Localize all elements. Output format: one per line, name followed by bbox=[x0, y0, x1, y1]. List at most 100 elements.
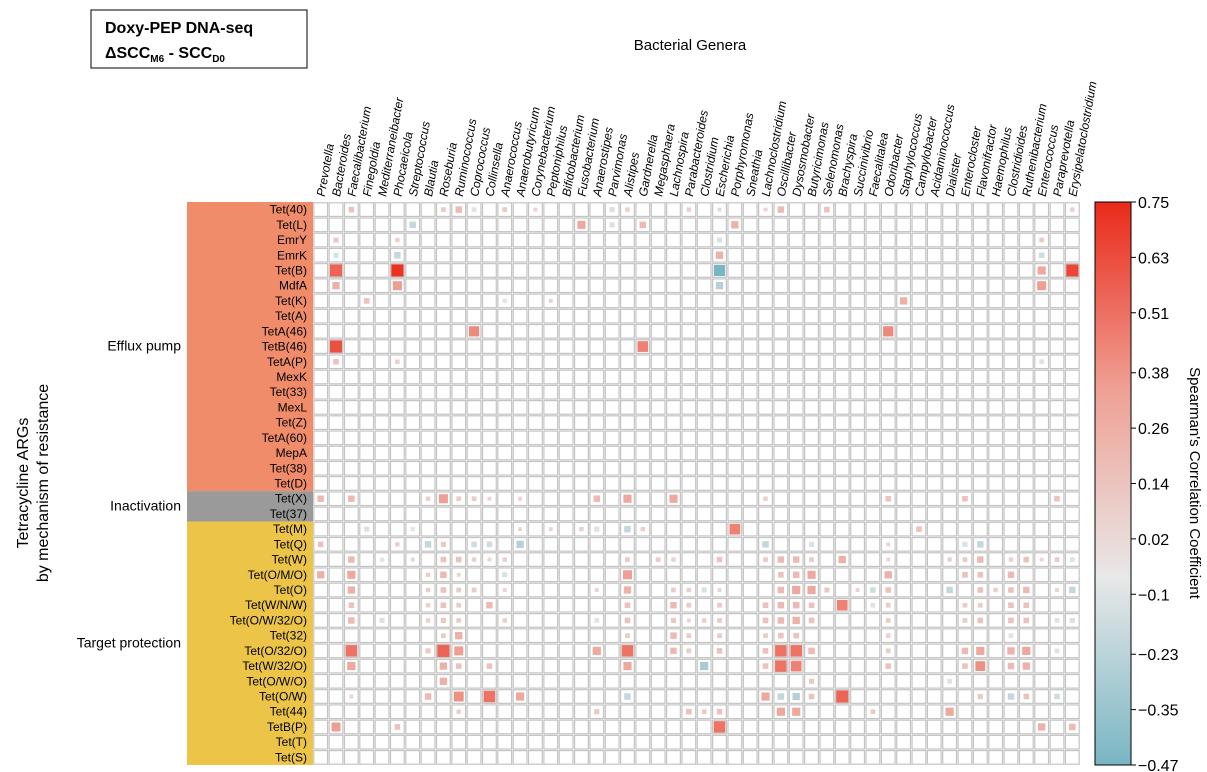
cell bbox=[313, 597, 329, 613]
cell bbox=[313, 613, 329, 628]
heat-square bbox=[885, 663, 892, 669]
heat-square bbox=[502, 572, 508, 578]
cell bbox=[619, 369, 635, 385]
heat-square bbox=[455, 206, 462, 213]
cell bbox=[850, 734, 866, 750]
cell bbox=[466, 339, 482, 354]
cell bbox=[343, 323, 359, 339]
heat-square bbox=[1054, 618, 1060, 623]
cell bbox=[374, 278, 390, 294]
cell bbox=[742, 247, 758, 263]
heat-square bbox=[456, 618, 462, 623]
group-band bbox=[187, 202, 313, 492]
cell bbox=[451, 247, 467, 263]
heat-square bbox=[440, 602, 447, 609]
heat-square bbox=[425, 572, 431, 578]
cell bbox=[619, 734, 635, 750]
cell bbox=[573, 597, 589, 613]
cell bbox=[650, 491, 666, 507]
cell bbox=[666, 369, 681, 385]
cell bbox=[1018, 567, 1034, 583]
cell bbox=[635, 202, 651, 218]
cell bbox=[451, 460, 467, 476]
cell bbox=[942, 369, 958, 385]
heat-square bbox=[916, 526, 922, 532]
cell bbox=[527, 689, 543, 704]
cell bbox=[466, 293, 482, 309]
cell bbox=[727, 597, 743, 613]
cell bbox=[374, 476, 390, 491]
cell bbox=[850, 704, 866, 720]
cell bbox=[558, 552, 574, 567]
cell bbox=[435, 719, 451, 735]
cell bbox=[988, 445, 1004, 461]
heat-square bbox=[594, 709, 600, 715]
cell bbox=[758, 323, 773, 339]
cell bbox=[957, 308, 973, 324]
cell bbox=[727, 689, 743, 704]
cell bbox=[1049, 628, 1065, 644]
cell bbox=[635, 552, 651, 567]
cell bbox=[942, 278, 958, 294]
cell bbox=[558, 491, 574, 507]
cell bbox=[666, 247, 681, 263]
cell bbox=[343, 400, 359, 415]
cell bbox=[696, 217, 712, 233]
cell bbox=[359, 369, 375, 385]
heat-square bbox=[962, 557, 968, 562]
row-label: Tet(W/32/O) bbox=[242, 659, 307, 673]
cell bbox=[788, 278, 804, 294]
cell bbox=[604, 476, 620, 491]
heat-square bbox=[425, 648, 431, 654]
cell bbox=[819, 430, 835, 446]
cell bbox=[359, 308, 375, 324]
row-label: Tet(O/W) bbox=[259, 690, 307, 704]
cell bbox=[589, 369, 605, 385]
cell bbox=[865, 719, 881, 735]
cell bbox=[926, 278, 942, 294]
cell bbox=[1003, 430, 1019, 446]
cell bbox=[727, 430, 743, 446]
heat-square bbox=[790, 645, 803, 657]
heat-square bbox=[363, 298, 370, 304]
cell bbox=[742, 323, 758, 339]
cell bbox=[819, 658, 835, 674]
heat-square bbox=[394, 724, 401, 730]
cell bbox=[635, 400, 651, 415]
cell bbox=[896, 476, 912, 491]
cell bbox=[527, 445, 543, 461]
cell bbox=[666, 506, 681, 522]
cell bbox=[604, 734, 620, 750]
row-label: Tet(A) bbox=[275, 309, 307, 323]
cell bbox=[850, 293, 866, 309]
colorbar bbox=[1094, 201, 1132, 766]
cell bbox=[343, 263, 359, 278]
cell bbox=[497, 749, 513, 765]
cell bbox=[850, 400, 866, 415]
cell bbox=[880, 673, 896, 689]
cell bbox=[466, 400, 482, 415]
cell bbox=[589, 476, 605, 491]
heat-square bbox=[392, 281, 402, 291]
row-label: Tet(O/32/O) bbox=[244, 644, 307, 658]
cell bbox=[988, 323, 1004, 339]
cell bbox=[1018, 719, 1034, 735]
cell bbox=[543, 354, 559, 370]
heat-square bbox=[579, 526, 584, 532]
cell bbox=[420, 521, 436, 537]
heat-square bbox=[762, 663, 769, 669]
cell bbox=[758, 232, 773, 248]
cell bbox=[758, 400, 773, 415]
cell bbox=[788, 673, 804, 689]
cell bbox=[850, 232, 866, 248]
cell bbox=[604, 704, 620, 720]
cell bbox=[696, 263, 712, 278]
cell bbox=[650, 673, 666, 689]
cell bbox=[758, 217, 773, 233]
heat-square bbox=[455, 556, 462, 563]
heat-square bbox=[870, 587, 876, 593]
heat-square bbox=[1007, 571, 1015, 579]
cell bbox=[451, 521, 467, 537]
cell bbox=[389, 369, 405, 385]
cell bbox=[942, 354, 958, 370]
